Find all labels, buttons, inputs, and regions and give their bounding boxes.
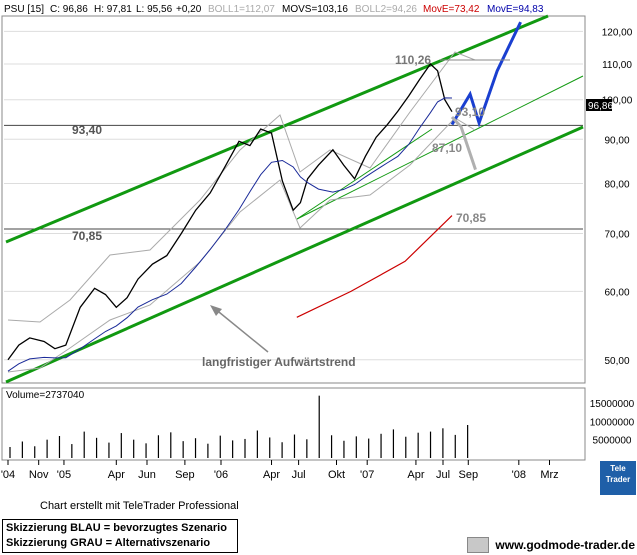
x-tick-label: '07	[360, 469, 374, 481]
site-logo-icon	[467, 537, 490, 553]
y-tick-label: 70,00	[604, 230, 629, 241]
x-tick-label: Okt	[328, 469, 345, 481]
annotation-70-85-right: 70,85	[456, 211, 486, 225]
y-tick-label: 110,00	[602, 60, 632, 71]
volume-y-axis: 5000000 10000000 15000000	[590, 399, 635, 447]
time-x-axis: '04 Nov '05 Apr Jun Sep '06 Apr Jul Okt '07 Apr Jul S…	[1, 460, 559, 481]
y-tick-label: 120,00	[602, 27, 633, 38]
header-close: C: 96,86	[50, 4, 88, 15]
y-tick-label: 60,00	[604, 287, 629, 298]
legend-gray-text: Skizzierung GRAU = Alternativszenario	[6, 537, 211, 549]
scenario-legend: Skizzierung BLAU = bevorzugtes Szenario …	[2, 519, 238, 553]
y-tick-label: 100,00	[602, 96, 633, 107]
x-tick-label: Jul	[436, 469, 450, 481]
teletrader-logo-text: Tele Trader	[605, 464, 631, 484]
scenario-gray-path	[450, 115, 477, 171]
header-move-red: MovE=73,42	[423, 4, 480, 15]
price-y-axis: 50,00 60,00 70,00 80,00 90,00 100,00 110,00 120…	[602, 27, 633, 366]
bollinger-lower-band	[7, 117, 476, 373]
x-tick-label: Mrz	[540, 469, 558, 481]
price-series-line	[7, 63, 453, 361]
volume-tick-label: 5000000	[593, 436, 632, 447]
trend-arrowhead	[210, 305, 222, 316]
annotation-87-10: 87,10	[432, 141, 462, 155]
price-badge-text: 96,86	[588, 101, 613, 112]
x-tick-label: Apr	[108, 469, 125, 481]
header-boll2: BOLL2=94,26	[355, 4, 417, 15]
annotation-93-10: 93,10	[455, 105, 485, 119]
header-movs: MOVS=103,16	[282, 4, 348, 15]
price-grid	[4, 30, 583, 361]
channel-upper-line	[5, 14, 549, 244]
y-tick-label: 50,00	[604, 356, 629, 367]
header-low: L: 95,56	[136, 4, 173, 15]
trend-label: langfristiger Aufwärtstrend	[202, 355, 356, 369]
header-change: +0,20	[176, 4, 202, 15]
scenario-blue-path	[450, 21, 522, 128]
trend-arrow	[213, 307, 269, 353]
x-tick-label: Apr	[263, 469, 280, 481]
x-tick-label: Nov	[29, 469, 49, 481]
teletrader-logo: Tele Trader	[600, 461, 636, 495]
volume-panel	[1, 387, 586, 461]
x-tick-label: '05	[57, 469, 71, 481]
header-high: H: 97,81	[94, 4, 132, 15]
x-tick-label: Jul	[292, 469, 306, 481]
x-tick-label: Apr	[407, 469, 424, 481]
legend-blue-text: Skizzierung BLAU = bevorzugtes Szenario	[6, 522, 227, 534]
y-tick-label: 90,00	[604, 135, 629, 146]
channel-inner-line	[296, 75, 584, 220]
x-tick-label: '04	[1, 469, 15, 481]
price-panel	[1, 15, 586, 384]
move-red-line	[296, 215, 453, 318]
x-tick-label: '06	[214, 469, 228, 481]
annotation-93-40: 93,40	[72, 123, 102, 137]
channel-inner-line-2	[296, 128, 433, 220]
volume-bars	[9, 395, 469, 458]
moving-average-line	[7, 97, 453, 372]
x-tick-label: '08	[512, 469, 526, 481]
annotation-70-85-left: 70,85	[72, 229, 102, 243]
chart-credit: Chart erstellt mit TeleTrader Profession…	[40, 500, 239, 512]
x-tick-label: Sep	[175, 469, 195, 481]
volume-tick-label: 10000000	[590, 417, 635, 428]
header-symbol: PSU [15]	[4, 4, 44, 15]
annotation-110-26: 110,26	[395, 53, 431, 67]
volume-tick-label: 15000000	[590, 399, 635, 410]
x-tick-label: Jun	[138, 469, 156, 481]
header-move-blue: MovE=94,83	[487, 4, 544, 15]
site-footer: www.godmode-trader.de	[467, 537, 635, 553]
channel-lower-line	[5, 125, 584, 384]
bollinger-upper-band	[7, 51, 476, 323]
price-badge	[586, 99, 612, 111]
y-tick-label: 80,00	[604, 179, 629, 190]
header-boll1: BOLL1=112,07	[208, 4, 275, 15]
x-tick-label: Sep	[458, 469, 478, 481]
site-url: www.godmode-trader.de	[495, 538, 635, 552]
volume-label: Volume=2737040	[6, 390, 85, 401]
